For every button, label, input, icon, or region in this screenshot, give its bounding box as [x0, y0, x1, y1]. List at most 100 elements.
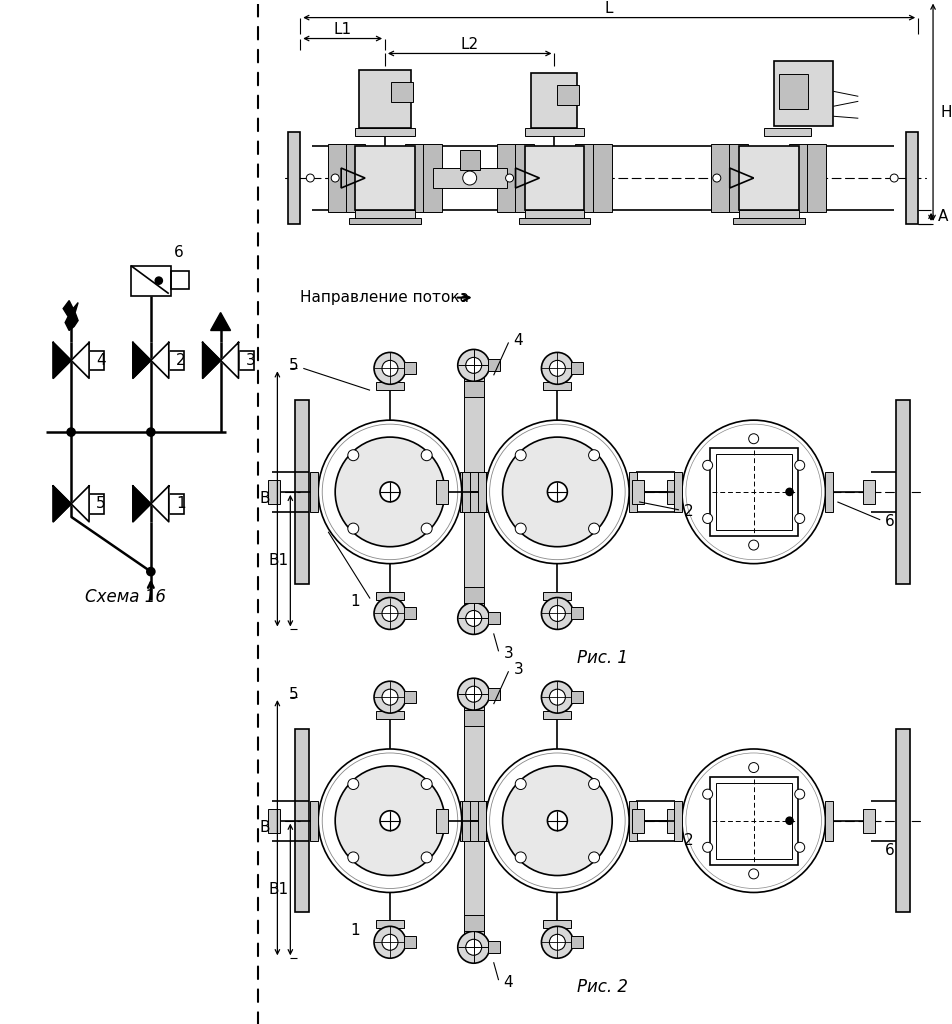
Bar	[531, 74, 577, 128]
Circle shape	[515, 523, 526, 535]
Circle shape	[549, 689, 565, 706]
Bar	[464, 915, 484, 932]
Text: B: B	[259, 820, 269, 836]
Bar	[238, 350, 253, 371]
Circle shape	[382, 689, 398, 706]
Circle shape	[702, 461, 712, 470]
Bar	[592, 143, 611, 212]
Circle shape	[515, 450, 526, 461]
Circle shape	[549, 605, 565, 622]
Text: 5: 5	[288, 687, 298, 701]
Text: B1: B1	[268, 882, 288, 897]
Text: Направление потока: Направление потока	[300, 290, 468, 305]
Circle shape	[347, 450, 358, 461]
Circle shape	[147, 567, 154, 575]
Circle shape	[515, 778, 526, 790]
Bar	[571, 607, 583, 620]
Circle shape	[421, 450, 431, 461]
Bar	[459, 151, 479, 170]
Bar	[288, 132, 300, 224]
Polygon shape	[71, 342, 89, 378]
Circle shape	[541, 681, 573, 713]
Circle shape	[502, 437, 611, 547]
Bar	[170, 270, 188, 289]
Bar	[376, 921, 404, 929]
Bar	[557, 85, 579, 105]
Bar	[268, 480, 280, 504]
Circle shape	[748, 763, 758, 772]
Circle shape	[702, 843, 712, 852]
Bar	[543, 592, 571, 599]
Polygon shape	[132, 486, 150, 522]
Circle shape	[466, 357, 481, 374]
Circle shape	[541, 352, 573, 384]
Bar	[863, 809, 874, 833]
Circle shape	[794, 461, 803, 470]
Bar	[524, 128, 584, 136]
Bar	[824, 801, 832, 841]
Text: 2: 2	[684, 834, 693, 848]
Bar	[487, 688, 499, 700]
Circle shape	[682, 749, 824, 893]
Circle shape	[373, 352, 406, 384]
Polygon shape	[203, 342, 220, 378]
Bar	[435, 480, 447, 504]
Text: L: L	[605, 1, 613, 16]
Polygon shape	[210, 312, 230, 331]
Bar	[778, 75, 807, 110]
Text: 3: 3	[503, 646, 513, 660]
Text: 6: 6	[884, 843, 894, 858]
Bar	[376, 382, 404, 390]
Circle shape	[457, 349, 489, 381]
Bar	[628, 472, 637, 512]
Bar	[895, 729, 909, 912]
Circle shape	[502, 766, 611, 876]
Circle shape	[546, 811, 566, 830]
Bar	[487, 612, 499, 625]
Bar	[404, 362, 415, 375]
Circle shape	[457, 602, 489, 635]
Bar	[738, 210, 798, 218]
Bar	[348, 218, 421, 224]
Bar	[464, 587, 484, 602]
Circle shape	[702, 790, 712, 799]
Circle shape	[382, 934, 398, 950]
Circle shape	[748, 540, 758, 550]
Circle shape	[794, 843, 803, 852]
Bar	[459, 801, 487, 841]
Circle shape	[702, 513, 712, 523]
Bar	[763, 128, 810, 136]
Circle shape	[331, 174, 339, 182]
Text: 1: 1	[176, 497, 186, 511]
Bar	[543, 921, 571, 929]
Text: 4: 4	[96, 353, 106, 368]
Bar	[673, 472, 682, 512]
Circle shape	[466, 610, 481, 627]
Bar	[518, 218, 589, 224]
Circle shape	[382, 360, 398, 376]
Circle shape	[515, 852, 526, 863]
Text: 6: 6	[173, 246, 184, 260]
Bar	[376, 592, 404, 599]
Text: 1: 1	[350, 923, 360, 938]
Bar	[628, 801, 637, 841]
Text: H: H	[939, 104, 950, 120]
Circle shape	[486, 420, 628, 563]
Circle shape	[67, 428, 75, 436]
Circle shape	[588, 450, 599, 461]
Bar	[524, 210, 584, 218]
Circle shape	[588, 523, 599, 535]
Circle shape	[712, 174, 720, 182]
Circle shape	[318, 420, 461, 563]
Text: 2: 2	[176, 353, 186, 368]
Circle shape	[748, 869, 758, 879]
Circle shape	[155, 278, 162, 284]
Circle shape	[335, 437, 445, 547]
Bar	[631, 480, 644, 504]
Bar	[477, 801, 486, 841]
Bar	[327, 143, 347, 212]
Circle shape	[785, 817, 792, 824]
Polygon shape	[71, 486, 89, 522]
Circle shape	[382, 605, 398, 622]
Circle shape	[380, 482, 400, 502]
